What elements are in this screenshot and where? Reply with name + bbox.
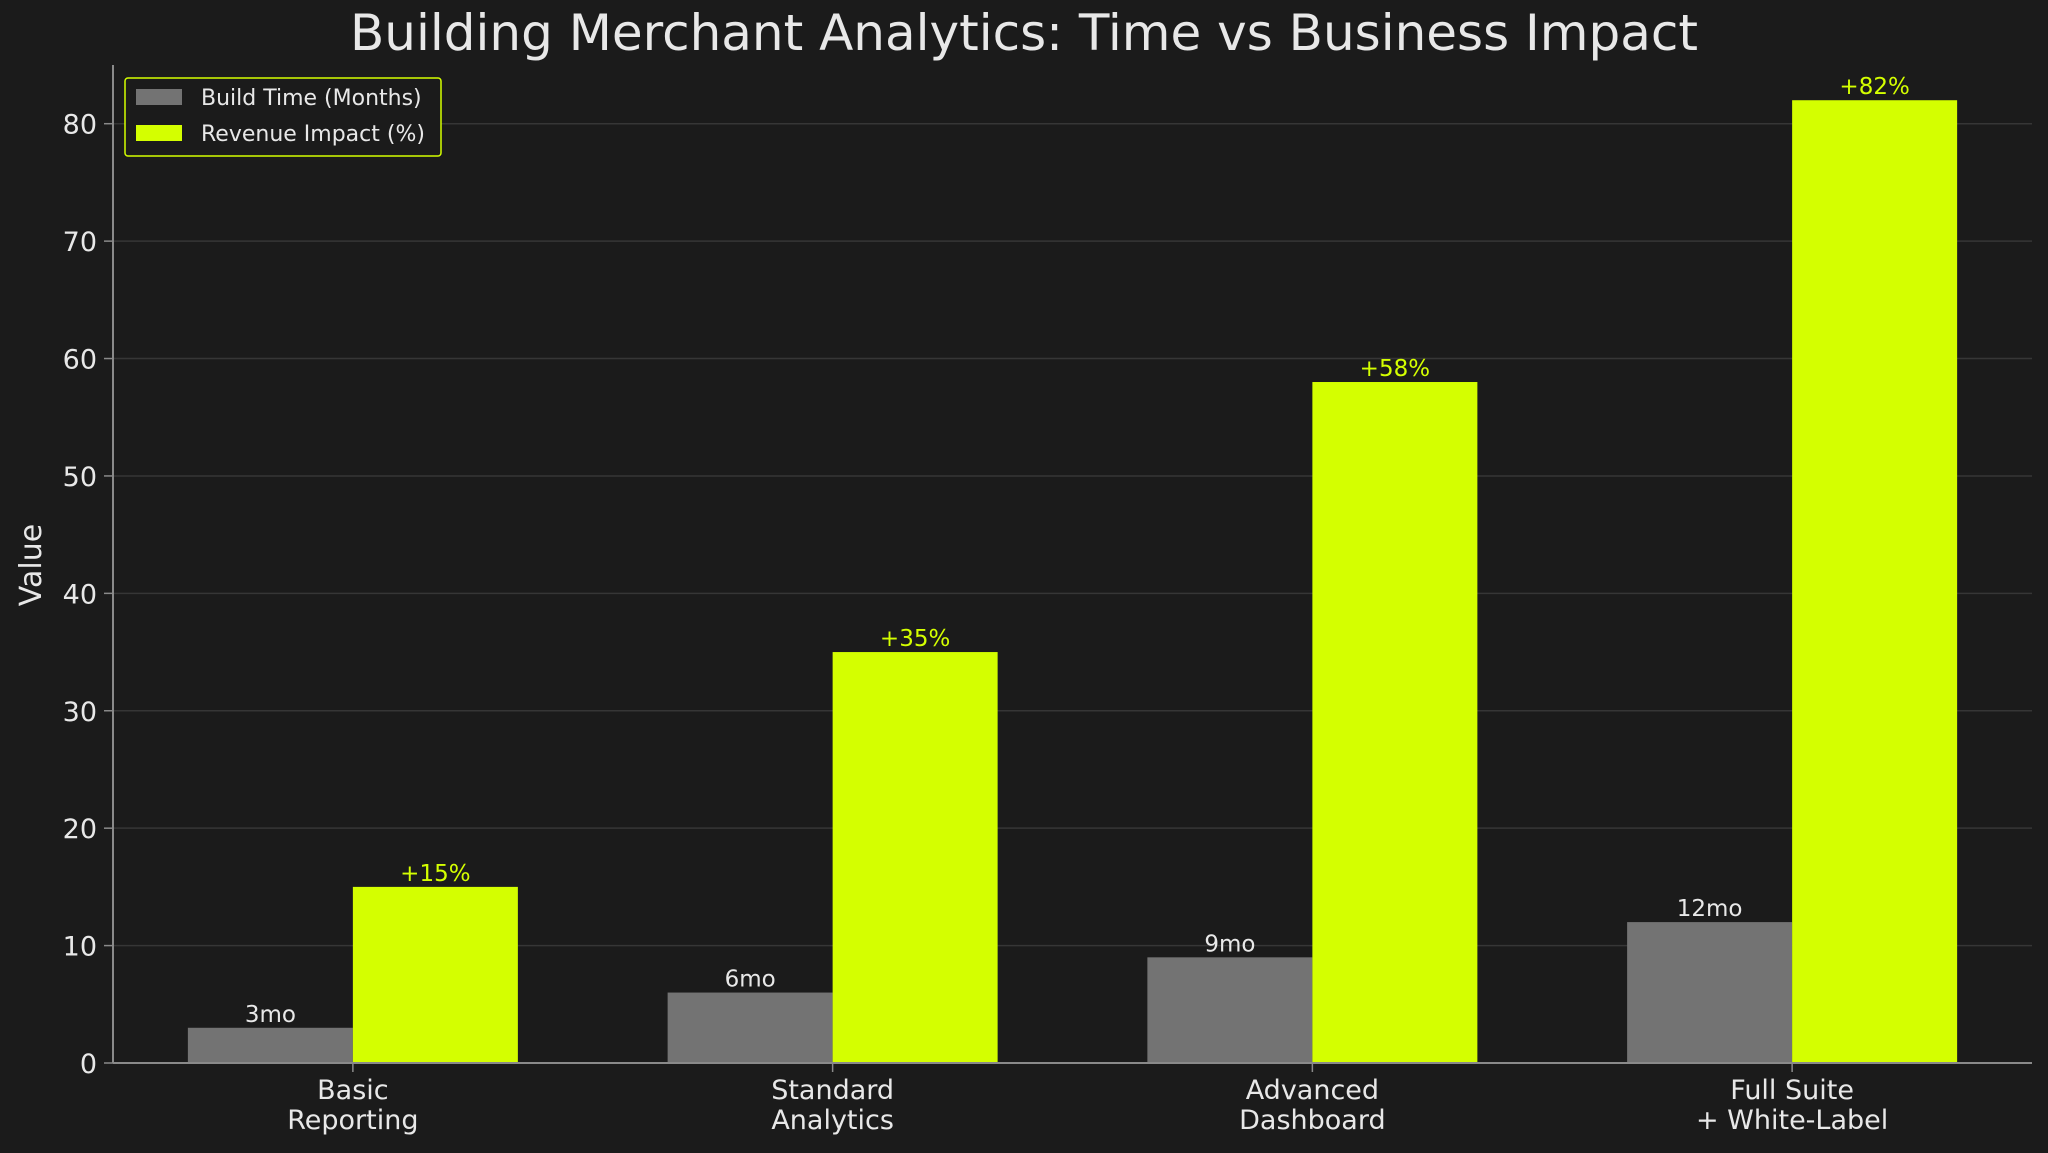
legend-swatch: [136, 89, 182, 105]
x-tick-label-line: Full Suite: [1730, 1075, 1854, 1106]
bar-data-label: +35%: [880, 626, 950, 652]
x-tick-label-line: Basic: [317, 1075, 388, 1106]
y-tick-label: 0: [80, 1049, 97, 1080]
y-tick-label: 30: [63, 697, 97, 728]
x-tick-label: Advanced Dashboard: [1239, 1075, 1385, 1136]
bar-data-label: +15%: [400, 861, 470, 887]
legend-box: [124, 77, 442, 157]
x-tick-label-line: + White-Label: [1696, 1105, 1888, 1136]
legend-label: Build Time (Months): [201, 86, 422, 111]
y-tick-label: 80: [63, 110, 97, 141]
y-tick-label: 60: [63, 345, 97, 376]
x-tick-label-line: Analytics: [771, 1105, 894, 1136]
y-tick-label: 10: [63, 932, 97, 963]
bar-data-label: 3mo: [245, 1002, 296, 1028]
bar: [832, 652, 998, 1063]
chart-title: Building Merchant Analytics: Time vs Bus…: [350, 4, 1698, 62]
bar: [187, 1027, 353, 1063]
x-tick-label-line: Advanced: [1246, 1075, 1379, 1106]
bar: [352, 886, 518, 1063]
legend-swatch: [136, 125, 182, 141]
bar: [1627, 922, 1793, 1063]
y-tick-label: 50: [63, 462, 97, 493]
bar-data-label: +82%: [1839, 74, 1909, 100]
x-tick-label: Standard Analytics: [771, 1075, 894, 1136]
x-tick-label: Basic Reporting: [287, 1075, 418, 1136]
bar-data-label: 9mo: [1204, 931, 1255, 957]
bar-data-label: 12mo: [1677, 896, 1743, 922]
x-tick-label-line: Dashboard: [1239, 1105, 1385, 1136]
y-tick-label: 40: [63, 579, 97, 610]
x-tick-label-line: Standard: [771, 1075, 894, 1106]
y-tick-label: 20: [63, 814, 97, 845]
bar-data-label: 6mo: [725, 967, 776, 993]
legend: Build Time (Months) Revenue Impact (%): [124, 77, 442, 157]
bar: [1312, 382, 1478, 1063]
bars: 3mo +15% 6mo +35% 9mo +58% 12mo +82%: [187, 74, 1958, 1064]
y-axis-label: Value: [14, 524, 49, 606]
y-tick-label: 70: [63, 227, 97, 258]
bar-data-label: +58%: [1360, 356, 1430, 382]
bar: [1792, 100, 1958, 1064]
legend-label: Revenue Impact (%): [201, 122, 425, 147]
bar: [667, 992, 833, 1063]
bar: [1147, 957, 1313, 1063]
x-tick-label-line: Reporting: [287, 1105, 418, 1136]
x-tick-label: Full Suite + White-Label: [1696, 1075, 1888, 1136]
